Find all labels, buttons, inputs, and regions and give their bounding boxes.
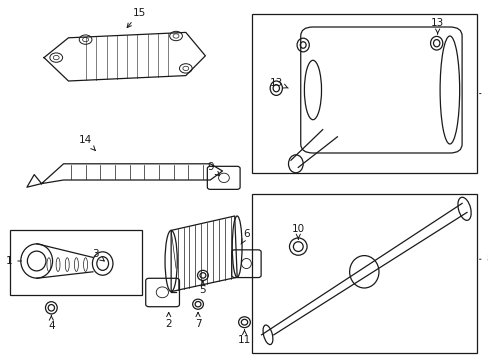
Text: 3: 3 [92, 249, 104, 261]
Text: 12: 12 [479, 89, 488, 99]
Bar [251, 194, 476, 353]
Text: 1: 1 [5, 256, 21, 266]
Text: 15: 15 [127, 8, 146, 28]
Text: 7: 7 [194, 312, 201, 329]
Text: 5: 5 [199, 282, 206, 295]
Text: 6: 6 [241, 229, 250, 244]
Text: 8: 8 [479, 254, 488, 264]
Bar [251, 14, 476, 173]
Bar [10, 230, 142, 295]
Text: 10: 10 [291, 224, 304, 239]
Text: 9: 9 [206, 162, 219, 176]
Text: 11: 11 [237, 330, 251, 345]
Text: 13: 13 [430, 18, 444, 34]
Text: 2: 2 [165, 312, 172, 329]
Text: 4: 4 [48, 315, 55, 331]
Text: 14: 14 [79, 135, 95, 150]
Text: 13: 13 [269, 78, 287, 88]
